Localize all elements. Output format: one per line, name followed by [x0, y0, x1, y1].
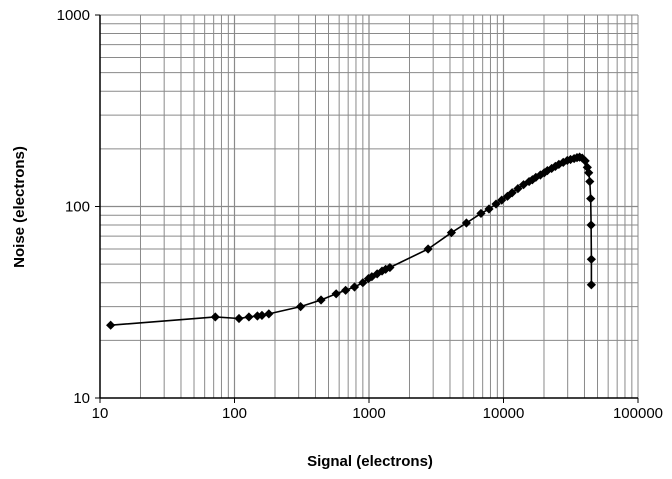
data-point-marker: [257, 310, 267, 320]
data-point-marker: [507, 188, 517, 198]
data-point-marker: [349, 282, 360, 292]
data-point-marker: [577, 153, 587, 163]
data-series: [106, 152, 596, 330]
data-point-marker: [476, 208, 486, 219]
data-point-marker: [385, 262, 395, 273]
data-point-marker: [527, 175, 537, 185]
data-point-marker: [513, 184, 523, 194]
y-tick-label: 10: [73, 390, 90, 407]
x-tick-label: 10: [92, 405, 109, 422]
x-tick-label: 10000: [483, 405, 525, 422]
data-point-marker: [497, 195, 507, 205]
data-point-marker: [446, 228, 457, 238]
data-point-marker: [316, 295, 326, 305]
data-point-marker: [331, 289, 341, 299]
data-point-marker: [491, 199, 501, 209]
data-point-marker: [484, 204, 494, 214]
data-point-marker: [461, 218, 472, 228]
data-point-marker: [234, 313, 244, 324]
data-point-marker: [586, 193, 596, 204]
data-point-marker: [584, 168, 594, 178]
x-tick-label: 100000: [613, 405, 663, 422]
data-point-marker: [586, 280, 596, 290]
data-point-marker: [377, 266, 387, 276]
data-point-marker: [341, 285, 351, 295]
data-point-marker: [558, 157, 568, 167]
y-tick-label: 100: [65, 199, 90, 216]
x-tick-label: 1000: [352, 405, 385, 422]
data-point-marker: [244, 312, 254, 322]
tick-labels: 10 100 1000 10000 100000 10 100 1000: [57, 7, 663, 422]
data-point-marker: [542, 165, 552, 176]
data-point-marker: [358, 278, 368, 288]
data-point-marker: [539, 168, 549, 178]
data-point-marker: [585, 176, 595, 187]
grid: [100, 14, 639, 398]
data-point-marker: [210, 312, 220, 322]
data-point-marker: [535, 170, 545, 180]
data-point-marker: [586, 220, 596, 230]
data-point-marker: [295, 302, 306, 312]
data-point-marker: [423, 244, 433, 254]
data-point-marker: [106, 320, 116, 330]
axes: [95, 14, 639, 403]
x-tick-label: 100: [222, 405, 247, 422]
y-tick-label: 1000: [57, 7, 90, 24]
x-axis-title: Signal (electrons): [307, 453, 433, 470]
data-point-marker: [547, 163, 557, 174]
data-point-marker: [518, 180, 529, 190]
data-point-marker: [502, 191, 513, 201]
data-point-marker: [264, 309, 274, 319]
data-point-marker: [381, 264, 391, 274]
data-point-marker: [586, 254, 596, 264]
data-point-marker: [550, 161, 560, 171]
series-line: [110, 156, 593, 326]
y-axis-title: Noise (electrons): [11, 146, 28, 268]
